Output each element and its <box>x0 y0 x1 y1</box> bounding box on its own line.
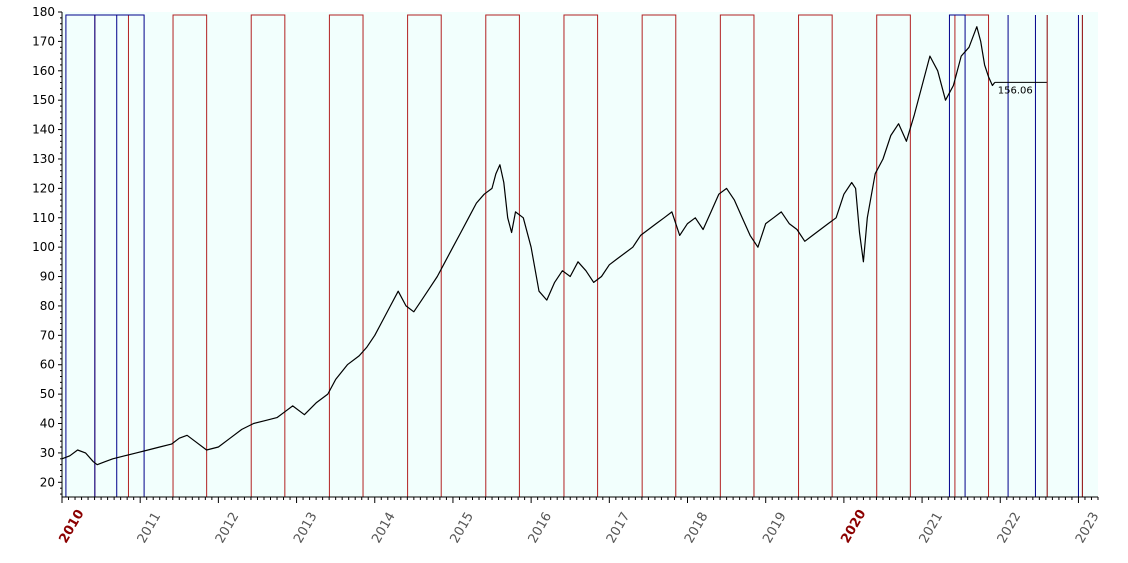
price-line-0 <box>61 26 996 466</box>
blue-interval-1 <box>948 14 966 497</box>
x-tick-label-2015: 2015 <box>447 510 477 546</box>
y-tick-label-110: 110 <box>32 211 55 225</box>
red-interval-1 <box>172 14 208 497</box>
x-tick-label-2011: 2011 <box>135 510 165 546</box>
blue-interval-0 <box>65 14 145 497</box>
red-interval-2 <box>250 14 286 497</box>
x-tick-label-2021: 2021 <box>917 510 947 546</box>
y-tick-label-90: 90 <box>40 270 55 284</box>
y-tick-label-60: 60 <box>40 358 55 372</box>
x-tick-label-2018: 2018 <box>682 510 712 546</box>
y-tick-label-140: 140 <box>32 123 55 137</box>
plot-background <box>62 12 1098 497</box>
red-interval-5 <box>485 14 520 497</box>
x-tick-label-2022: 2022 <box>995 510 1025 546</box>
y-tick-label-100: 100 <box>32 240 55 254</box>
y-tick-label-180: 180 <box>32 5 55 19</box>
red-interval-8 <box>719 14 755 497</box>
last-price-label-0: 156.06 <box>998 85 1033 96</box>
y-tick-label-160: 160 <box>32 64 55 78</box>
y-tick-label-30: 30 <box>40 446 55 460</box>
x-tick-label-2020: 2020 <box>838 507 869 546</box>
y-tick-label-150: 150 <box>32 93 55 107</box>
x-tick-label-2023: 2023 <box>1073 510 1103 546</box>
y-tick-label-40: 40 <box>40 417 55 431</box>
red-interval-4 <box>407 14 442 497</box>
x-tick-label-2013: 2013 <box>291 510 321 546</box>
x-tick-label-2017: 2017 <box>604 510 634 546</box>
x-tick-label-2019: 2019 <box>760 510 790 546</box>
x-tick-label-2012: 2012 <box>213 510 243 546</box>
red-interval-11 <box>954 14 990 497</box>
x-tick-label-2014: 2014 <box>369 510 399 546</box>
y-tick-label-70: 70 <box>40 328 55 342</box>
y-tick-label-50: 50 <box>40 387 55 401</box>
red-interval-9 <box>798 14 833 497</box>
y-tick-label-120: 120 <box>32 181 55 195</box>
y-tick-label-20: 20 <box>40 475 55 489</box>
y-tick-label-130: 130 <box>32 152 55 166</box>
red-interval-3 <box>328 14 364 497</box>
y-tick-label-170: 170 <box>32 34 55 48</box>
x-tick-label-2016: 2016 <box>526 510 556 546</box>
red-interval-10 <box>876 14 911 497</box>
red-interval-6 <box>563 14 599 497</box>
y-tick-label-80: 80 <box>40 299 55 313</box>
red-interval-7 <box>641 14 677 497</box>
x-tick-label-2010: 2010 <box>56 507 87 546</box>
